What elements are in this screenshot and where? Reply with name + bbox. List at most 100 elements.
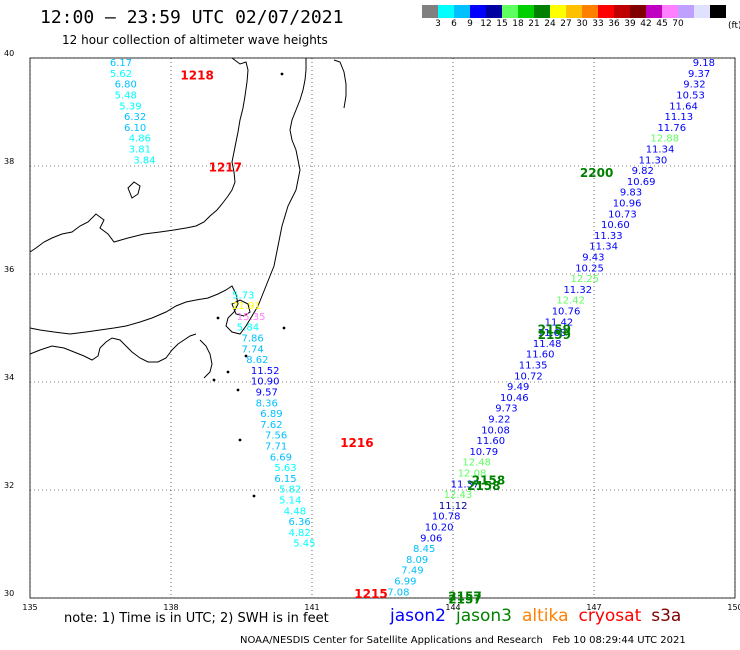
wave-height-point: 10.53	[676, 91, 705, 102]
wave-height-point: 7.74	[242, 344, 264, 355]
wave-height-point: 8.45	[413, 544, 435, 555]
pass-time-tag: 2159	[538, 328, 571, 342]
wave-height-point: 9.32	[683, 80, 705, 91]
wave-height-point: 10.79	[469, 447, 498, 458]
wave-height-point: 9.37	[688, 69, 710, 80]
wave-height-point: 9.82	[632, 166, 654, 177]
legend-swatch	[502, 5, 518, 18]
coastline-honshu	[29, 57, 249, 253]
wave-height-point: 6.69	[270, 452, 292, 463]
wave-height-point: 11.52	[251, 366, 280, 377]
wave-height-point: 7.49	[401, 566, 423, 577]
pass-time-tag: 1215	[354, 587, 387, 601]
wave-height-point: 15.35	[237, 312, 266, 323]
wave-height-point: 6.89	[260, 409, 282, 420]
pass-time-tag: 2159	[538, 322, 571, 336]
wave-height-point: 9.49	[507, 382, 529, 393]
wave-height-point: 5.14	[279, 496, 301, 507]
wave-height-point: 9.57	[256, 388, 278, 399]
wave-height-point: 11.33	[594, 231, 623, 242]
coastline	[29, 57, 347, 379]
wave-height-point: 12.48	[462, 458, 491, 469]
wave-height-point: 11.34	[589, 242, 618, 253]
wave-height-point: 9.83	[620, 188, 642, 199]
coastline-shikoku	[29, 333, 197, 363]
wave-height-point: 7.71	[265, 442, 287, 453]
lat-tick-label: 30	[4, 589, 14, 598]
satellite-legend: jason2 jason3 altika cryosat s3a	[390, 606, 691, 626]
legend-labels: 3 6 9 12 15 18 21 24 27 30 33 36 39 42 45 70	[422, 18, 726, 32]
wave-height-point: 9.18	[693, 58, 715, 69]
wave-height-point: 9.06	[420, 533, 442, 544]
pass-time-tag: 2158	[472, 474, 505, 488]
legend-swatch	[662, 5, 678, 18]
wave-height-point: 6.36	[289, 517, 311, 528]
pass-time-tag: 2200	[580, 166, 613, 180]
wave-height-point: 3.81	[129, 145, 151, 156]
wave-height-point: 8.09	[406, 555, 428, 566]
wave-height-point: 5.48	[115, 91, 137, 102]
lat-tick-label: 32	[4, 481, 14, 490]
wave-height-point: 5.62	[110, 69, 132, 80]
wave-height-point: 5.39	[119, 101, 141, 112]
wave-height-point: 4.86	[129, 134, 151, 145]
island-marker	[238, 438, 242, 442]
wave-height-point: 7.56	[265, 431, 287, 442]
legend-swatch	[678, 5, 694, 18]
wave-height-point: 8.62	[246, 355, 268, 366]
wave-height-point: 11.48	[533, 339, 562, 350]
legend-swatch	[550, 5, 566, 18]
coastline-noto	[333, 59, 347, 109]
island-marker	[216, 316, 220, 320]
wave-height-point: 10.08	[481, 425, 510, 436]
pass-time-tag: 1216	[340, 436, 373, 450]
lat-tick-label: 40	[4, 49, 14, 58]
legend-label: 30	[576, 19, 588, 29]
island-marker	[252, 494, 256, 498]
wave-height-point: 6.17	[110, 58, 132, 69]
wave-height-point: 3.84	[133, 155, 155, 166]
satellite-jason3: jason3	[456, 606, 512, 626]
wave-height-point: 11.42	[545, 317, 574, 328]
islands	[212, 72, 286, 498]
satellite-jason2: jason2	[390, 606, 446, 626]
lon-tick-label: 150	[727, 603, 740, 612]
island-marker	[282, 326, 286, 330]
wave-height-point: 10.90	[251, 377, 280, 388]
wave-height-point: 11.60	[477, 436, 506, 447]
legend-swatch	[438, 5, 454, 18]
lon-tick-label: 135	[22, 603, 37, 612]
legend-swatch	[518, 5, 534, 18]
wave-height-point: 5.73	[232, 290, 254, 301]
satellite-s3a: s3a	[651, 606, 682, 626]
legend-label: 33	[592, 19, 604, 29]
wave-height-point: 9.43	[582, 253, 604, 264]
island-marker	[226, 370, 230, 374]
island-marker	[244, 354, 248, 358]
wave-height-point: 10.78	[432, 512, 461, 523]
wave-height-point: 7.62	[260, 420, 282, 431]
wave-height-point: 11.30	[639, 155, 668, 166]
legend-swatch	[454, 5, 470, 18]
legend-swatch	[646, 5, 662, 18]
wave-height-point: 12.88	[650, 134, 679, 145]
lon-tick-label: 147	[586, 603, 601, 612]
chart-subtitle: 12 hour collection of altimeter wave hei…	[62, 33, 328, 47]
legend-swatch	[598, 5, 614, 18]
wave-height-point: 9.73	[495, 404, 517, 415]
wave-height-point: 11.12	[439, 501, 468, 512]
legend-label: 27	[560, 19, 572, 29]
legend-unit: (ft)	[728, 21, 740, 31]
legend-swatch	[614, 5, 630, 18]
wave-height-point: 6.15	[274, 474, 296, 485]
lat-tick-label: 38	[4, 157, 14, 166]
pass-time-tag: 2157	[448, 590, 481, 604]
legend-swatch	[534, 5, 550, 18]
wave-height-point: 10.76	[552, 307, 581, 318]
wave-height-point: 12.08	[458, 469, 487, 480]
wave-height-point: 12.25	[571, 274, 600, 285]
wave-height-point: 4.48	[284, 506, 306, 517]
wave-height-point: 11.64	[669, 101, 698, 112]
lon-tick-label: 141	[304, 603, 319, 612]
map-grid	[29, 57, 736, 599]
